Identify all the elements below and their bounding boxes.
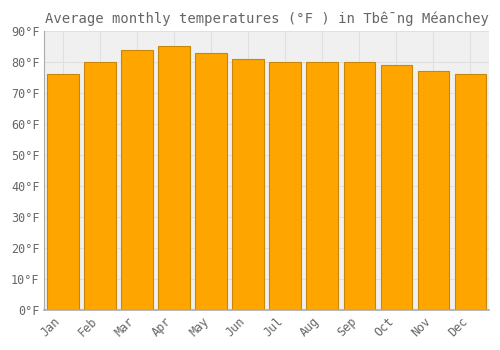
Bar [270,62,301,310]
Bar [158,47,190,310]
Bar [232,59,264,310]
Bar [418,71,449,310]
Bar [380,65,412,310]
Title: Average monthly temperatures (°F ) in Tbê̄ng Méanchey: Average monthly temperatures (°F ) in Tb… [44,11,488,26]
Bar [454,74,486,310]
Bar [47,74,78,310]
Bar [306,62,338,310]
Bar [122,50,153,310]
Bar [196,52,227,310]
Bar [344,62,375,310]
Bar [84,62,116,310]
